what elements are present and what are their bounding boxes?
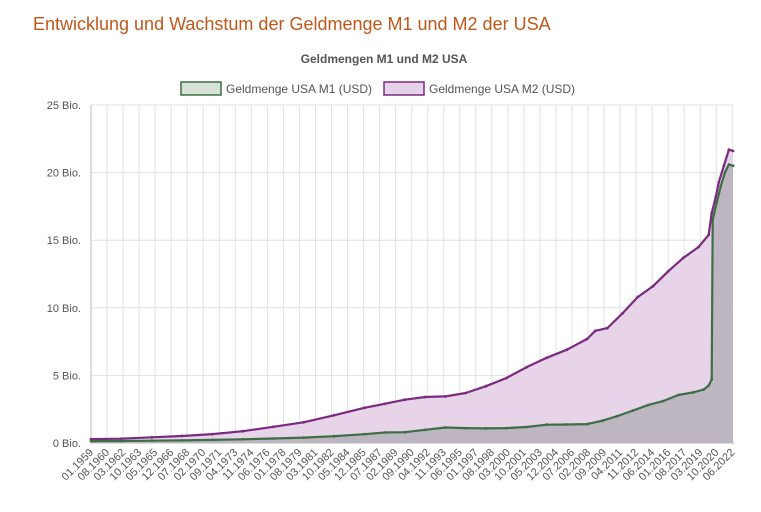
data-point-m1[interactable] bbox=[211, 438, 214, 442]
legend-swatch-m1 bbox=[180, 81, 222, 96]
data-point-m1[interactable] bbox=[423, 428, 427, 432]
data-point-m1[interactable] bbox=[601, 419, 604, 423]
data-point-m2[interactable] bbox=[423, 395, 427, 399]
data-point-m1[interactable] bbox=[707, 384, 711, 387]
legend-label-m1: Geldmenge USA M1 (USD) bbox=[226, 82, 372, 96]
data-point-m2[interactable] bbox=[722, 164, 726, 168]
data-point-m1[interactable] bbox=[661, 399, 665, 403]
legend-swatch-m2 bbox=[383, 81, 425, 96]
data-point-m2[interactable] bbox=[636, 295, 640, 299]
data-point-m2[interactable] bbox=[332, 413, 336, 417]
y-tick-label: 5 Bio. bbox=[53, 370, 81, 382]
data-point-m1[interactable] bbox=[89, 439, 93, 443]
data-point-m2[interactable] bbox=[727, 148, 731, 152]
data-point-m1[interactable] bbox=[727, 163, 731, 166]
data-point-m2[interactable] bbox=[120, 437, 123, 441]
legend-item-m1[interactable]: Geldmenge USA M1 (USD) bbox=[180, 81, 372, 96]
data-point-m1[interactable] bbox=[719, 184, 723, 188]
series-line-m2 bbox=[90, 148, 734, 441]
data-point-m1[interactable] bbox=[332, 434, 336, 438]
data-point-m2[interactable] bbox=[180, 434, 184, 438]
data-point-m2[interactable] bbox=[585, 337, 589, 341]
data-point-m2[interactable] bbox=[565, 348, 569, 352]
data-point-m2[interactable] bbox=[383, 402, 387, 406]
x-axis: 01.195908.196003.196210.196305.196512.19… bbox=[60, 442, 737, 483]
series-area-m1 bbox=[91, 164, 733, 443]
data-point-m1[interactable] bbox=[302, 436, 305, 439]
data-point-m1[interactable] bbox=[565, 423, 569, 426]
grid bbox=[90, 104, 734, 444]
data-point-m2[interactable] bbox=[403, 398, 407, 402]
data-point-m1[interactable] bbox=[646, 403, 650, 407]
data-point-m2[interactable] bbox=[525, 365, 528, 369]
y-tick-label: 0 Bio. bbox=[53, 438, 81, 450]
chart-title: Geldmengen M1 und M2 USA bbox=[301, 52, 468, 66]
y-tick-label: 25 Bio. bbox=[47, 100, 81, 112]
data-point-m2[interactable] bbox=[593, 329, 597, 333]
data-point-m1[interactable] bbox=[676, 393, 680, 397]
data-point-m1[interactable] bbox=[464, 426, 468, 430]
y-axis: 0 Bio. 5 Bio. 10 Bio. 15 Bio. 20 Bio. 25 Bio. bbox=[47, 100, 92, 450]
data-point-m2[interactable] bbox=[89, 437, 93, 441]
data-point-m1[interactable] bbox=[692, 390, 695, 394]
series-area-m2 bbox=[91, 149, 733, 443]
data-point-m1[interactable] bbox=[631, 409, 635, 412]
data-point-m1[interactable] bbox=[271, 437, 275, 440]
data-point-m2[interactable] bbox=[710, 211, 714, 215]
data-point-m2[interactable] bbox=[363, 406, 366, 410]
data-point-m2[interactable] bbox=[444, 395, 447, 398]
data-point-m1[interactable] bbox=[403, 430, 407, 434]
data-point-m1[interactable] bbox=[150, 439, 154, 443]
data-point-m1[interactable] bbox=[616, 414, 619, 418]
data-point-m1[interactable] bbox=[525, 425, 528, 429]
data-point-m1[interactable] bbox=[383, 431, 387, 434]
data-point-m1[interactable] bbox=[723, 171, 727, 175]
data-point-m1[interactable] bbox=[715, 200, 719, 204]
y-tick-label: 15 Bio. bbox=[47, 235, 81, 247]
data-point-m2[interactable] bbox=[714, 195, 718, 199]
legend-item-m2[interactable]: Geldmenge USA M2 (USD) bbox=[383, 81, 575, 96]
legend: Geldmenge USA M1 (USD) Geldmenge USA M2 … bbox=[180, 81, 575, 96]
data-point-m1[interactable] bbox=[710, 378, 714, 381]
data-point-m1[interactable] bbox=[120, 439, 123, 443]
data-point-m1[interactable] bbox=[484, 427, 488, 430]
data-point-m1[interactable] bbox=[241, 437, 245, 441]
data-point-m2[interactable] bbox=[464, 391, 468, 395]
data-point-m2[interactable] bbox=[731, 149, 735, 153]
data-point-m1[interactable] bbox=[731, 164, 735, 168]
data-point-m2[interactable] bbox=[621, 311, 624, 315]
data-point-m1[interactable] bbox=[504, 426, 508, 430]
data-point-m2[interactable] bbox=[666, 269, 670, 273]
y-tick-label: 20 Bio. bbox=[47, 168, 81, 180]
data-point-m2[interactable] bbox=[606, 326, 609, 330]
data-point-m2[interactable] bbox=[697, 245, 700, 249]
data-point-m2[interactable] bbox=[545, 356, 549, 360]
data-point-m2[interactable] bbox=[484, 384, 488, 388]
data-point-m2[interactable] bbox=[717, 180, 721, 184]
data-point-m1[interactable] bbox=[545, 423, 549, 427]
data-point-m2[interactable] bbox=[707, 233, 711, 237]
data-point-m1[interactable] bbox=[585, 422, 589, 426]
data-point-m1[interactable] bbox=[363, 432, 366, 436]
data-point-m1[interactable] bbox=[180, 439, 184, 442]
legend-label-m2: Geldmenge USA M2 (USD) bbox=[429, 82, 575, 96]
data-point-m2[interactable] bbox=[504, 376, 508, 380]
data-point-m2[interactable] bbox=[302, 420, 305, 424]
data-point-m2[interactable] bbox=[211, 432, 214, 436]
data-point-m1[interactable] bbox=[702, 388, 705, 391]
data-point-m2[interactable] bbox=[682, 256, 685, 260]
page-title: Entwicklung und Wachstum der Geldmenge M… bbox=[33, 14, 551, 34]
data-point-m1[interactable] bbox=[444, 426, 447, 429]
data-point-m1[interactable] bbox=[711, 218, 715, 222]
data-point-m2[interactable] bbox=[651, 284, 655, 288]
plot-area bbox=[89, 148, 735, 443]
data-point-m2[interactable] bbox=[271, 425, 275, 429]
y-tick-label: 10 Bio. bbox=[47, 303, 81, 315]
data-point-m2[interactable] bbox=[150, 435, 154, 439]
data-point-m2[interactable] bbox=[241, 429, 245, 433]
